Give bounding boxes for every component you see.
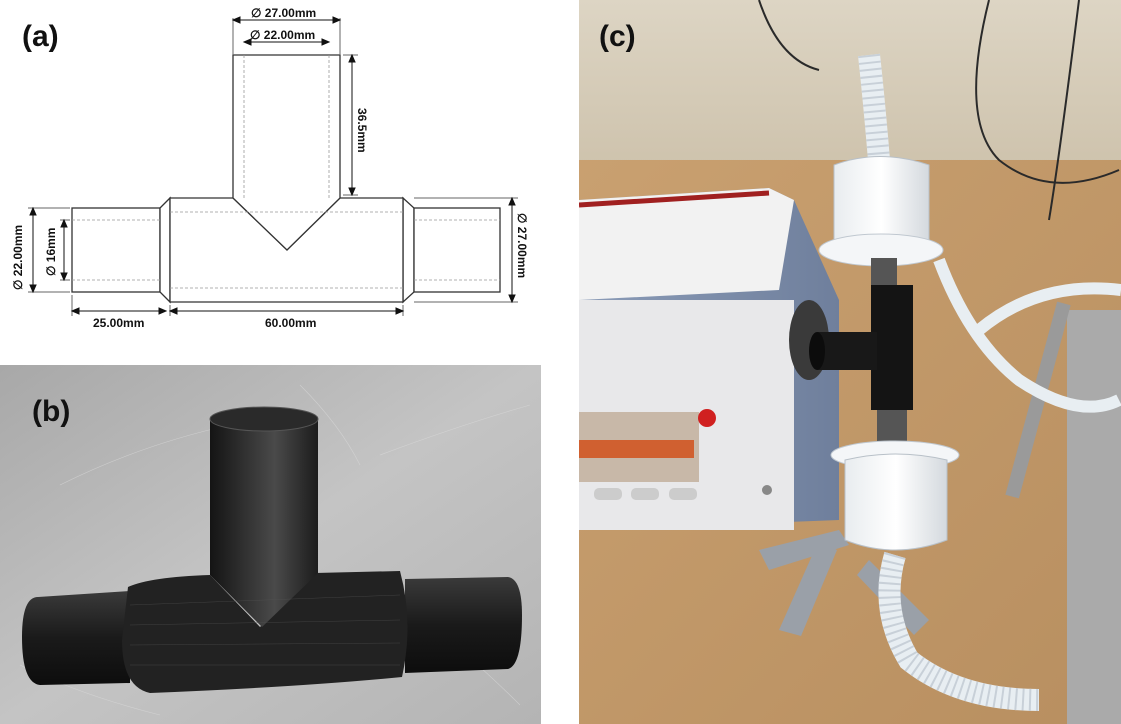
dim-top-inner: ∅ 22.00mm <box>250 28 315 42</box>
dim-top-height: 36.5mm <box>355 108 369 153</box>
dim-left-outer: ∅ 22.00mm <box>11 225 25 290</box>
right-collar-shape <box>402 196 415 304</box>
left-pipe-shape <box>71 207 161 293</box>
technical-drawing-panel: ∅ 27.00mm ∅ 22.00mm 36.5mm ∅ 22.00mm ∅ 1… <box>0 0 560 345</box>
t-connector-drawing: ∅ 27.00mm ∅ 22.00mm 36.5mm ∅ 22.00mm ∅ 1… <box>11 6 529 330</box>
left-collar-shape <box>159 196 171 304</box>
printed-part-photo: (b) <box>0 365 541 724</box>
dim-left-inner: ∅ 16mm <box>44 228 58 276</box>
dim-body-length: 60.00mm <box>265 316 316 330</box>
panel-label-c: (c) <box>599 20 636 53</box>
panel-label-a: (a) <box>22 20 59 53</box>
panel-label-b: (b) <box>32 395 71 428</box>
printed-t-connector-image <box>0 365 541 724</box>
ventilator-with-connector-image <box>579 0 1121 724</box>
ventilator-setup-photo: (c) <box>579 0 1121 724</box>
dim-top-outer: ∅ 27.00mm <box>251 6 316 20</box>
dim-left-length: 25.00mm <box>93 316 144 330</box>
top-pipe-shape <box>232 54 341 251</box>
right-pipe-shape <box>413 207 501 293</box>
dim-right-outer: ∅ 27.00mm <box>515 213 529 278</box>
